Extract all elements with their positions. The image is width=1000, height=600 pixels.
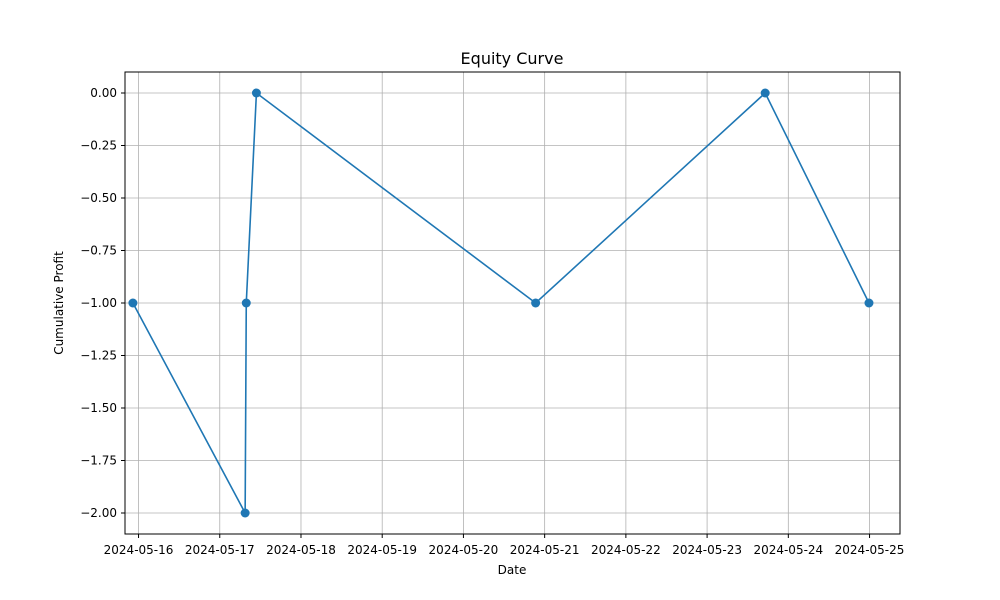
y-tick-label: −1.00 bbox=[80, 296, 117, 310]
y-tick-label: −0.75 bbox=[80, 244, 117, 258]
x-tick-label: 2024-05-24 bbox=[753, 543, 823, 557]
x-axis-ticks: 2024-05-16 2024-05-17 2024-05-18 2024-05-19… bbox=[104, 534, 905, 557]
data-point bbox=[241, 298, 251, 308]
x-tick-label: 2024-05-19 bbox=[347, 543, 417, 557]
x-tick-label: 2024-05-20 bbox=[429, 543, 499, 557]
y-tick-label: −0.50 bbox=[80, 191, 117, 205]
data-point bbox=[251, 88, 261, 98]
x-tick-label: 2024-05-16 bbox=[104, 543, 174, 557]
x-tick-label: 2024-05-17 bbox=[185, 543, 255, 557]
x-tick-label: 2024-05-22 bbox=[591, 543, 661, 557]
y-axis-label: Cumulative Profit bbox=[52, 251, 66, 355]
chart-title: Equity Curve bbox=[461, 49, 564, 68]
y-tick-label: −0.25 bbox=[80, 139, 117, 153]
x-tick-label: 2024-05-25 bbox=[835, 543, 905, 557]
y-tick-label: −2.00 bbox=[80, 506, 117, 520]
y-tick-label: 0.00 bbox=[90, 86, 117, 100]
x-tick-label: 2024-05-23 bbox=[672, 543, 742, 557]
y-tick-label: −1.75 bbox=[80, 454, 117, 468]
x-axis-label: Date bbox=[498, 563, 527, 577]
y-tick-label: −1.50 bbox=[80, 401, 117, 415]
y-axis-ticks: 0.00 −0.25 −0.50 −0.75 −1.00 −1.25 −1.50 −1.75 −… bbox=[80, 86, 125, 520]
data-point bbox=[760, 88, 770, 98]
series-line bbox=[128, 88, 874, 518]
data-point bbox=[128, 298, 138, 308]
x-tick-label: 2024-05-21 bbox=[510, 543, 580, 557]
data-point bbox=[531, 298, 541, 308]
y-tick-label: −1.25 bbox=[80, 349, 117, 363]
data-point bbox=[240, 508, 250, 518]
data-point bbox=[864, 298, 874, 308]
x-tick-label: 2024-05-18 bbox=[266, 543, 336, 557]
